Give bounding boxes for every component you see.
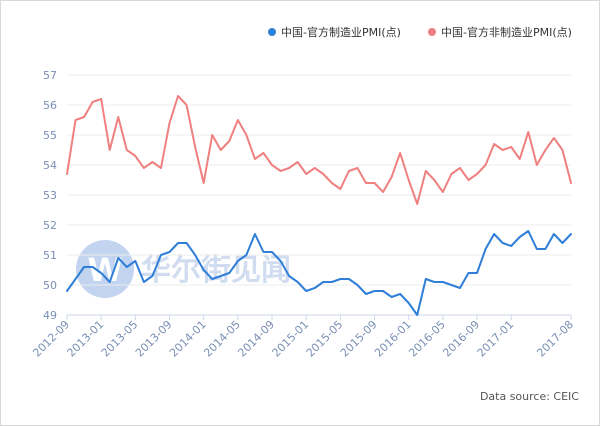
watermark-text: 华尔街见闻 <box>141 253 291 288</box>
y-tick-label: 56 <box>43 99 57 112</box>
legend-label-manufacturing: 中国-官方制造业PMI(点) <box>281 25 401 39</box>
x-tick-label: 2015-05 <box>304 318 346 360</box>
y-tick-label: 54 <box>43 159 57 172</box>
x-tick-label: 2017-01 <box>475 318 517 360</box>
y-tick-label: 50 <box>43 279 57 292</box>
watermark: W 华尔街见闻 <box>76 240 291 298</box>
x-tick-label: 2014-01 <box>167 318 209 360</box>
legend-label-non-manufacturing: 中国-官方非制造业PMI(点) <box>441 25 572 39</box>
y-tick-label: 51 <box>43 249 57 262</box>
x-tick-label: 2016-05 <box>406 318 448 360</box>
y-tick-label: 57 <box>43 69 57 82</box>
legend: 中国-官方制造业PMI(点) 中国-官方非制造业PMI(点) <box>268 25 572 39</box>
y-tick-label: 52 <box>43 219 57 232</box>
x-tick-label: 2017-08 <box>534 318 576 360</box>
legend-marker-manufacturing <box>268 28 276 36</box>
legend-item-manufacturing[interactable]: 中国-官方制造业PMI(点) <box>268 25 401 39</box>
x-tick-label: 2013-01 <box>65 318 107 360</box>
x-tick-label: 2013-09 <box>133 318 175 360</box>
y-tick-label: 53 <box>43 189 57 202</box>
y-tick-label: 49 <box>43 309 57 322</box>
legend-item-non-manufacturing[interactable]: 中国-官方非制造业PMI(点) <box>428 25 572 39</box>
series-line-non-manufacturing <box>66 95 572 205</box>
x-tick-label: 2012-09 <box>30 318 72 360</box>
series-lines <box>66 95 572 316</box>
x-tick-label: 2015-01 <box>270 318 312 360</box>
x-tick-label: 2016-09 <box>440 318 482 360</box>
series-line-manufacturing <box>66 230 572 316</box>
x-tick-label: 2015-09 <box>338 318 380 360</box>
watermark-logo-letter: W <box>87 251 122 289</box>
x-axis: 2012-092013-012013-052013-092014-012014-… <box>30 314 576 360</box>
y-tick-label: 55 <box>43 129 57 142</box>
x-tick-label: 2014-09 <box>235 318 277 360</box>
legend-marker-non-manufacturing <box>428 28 436 36</box>
x-tick-label: 2013-05 <box>99 318 141 360</box>
y-axis: 49 50 51 52 53 54 55 56 57 <box>43 69 57 322</box>
source-note: Data source: CEIC <box>480 390 579 403</box>
x-tick-label: 2014-05 <box>201 318 243 360</box>
x-tick-label: 2016-01 <box>372 318 414 360</box>
